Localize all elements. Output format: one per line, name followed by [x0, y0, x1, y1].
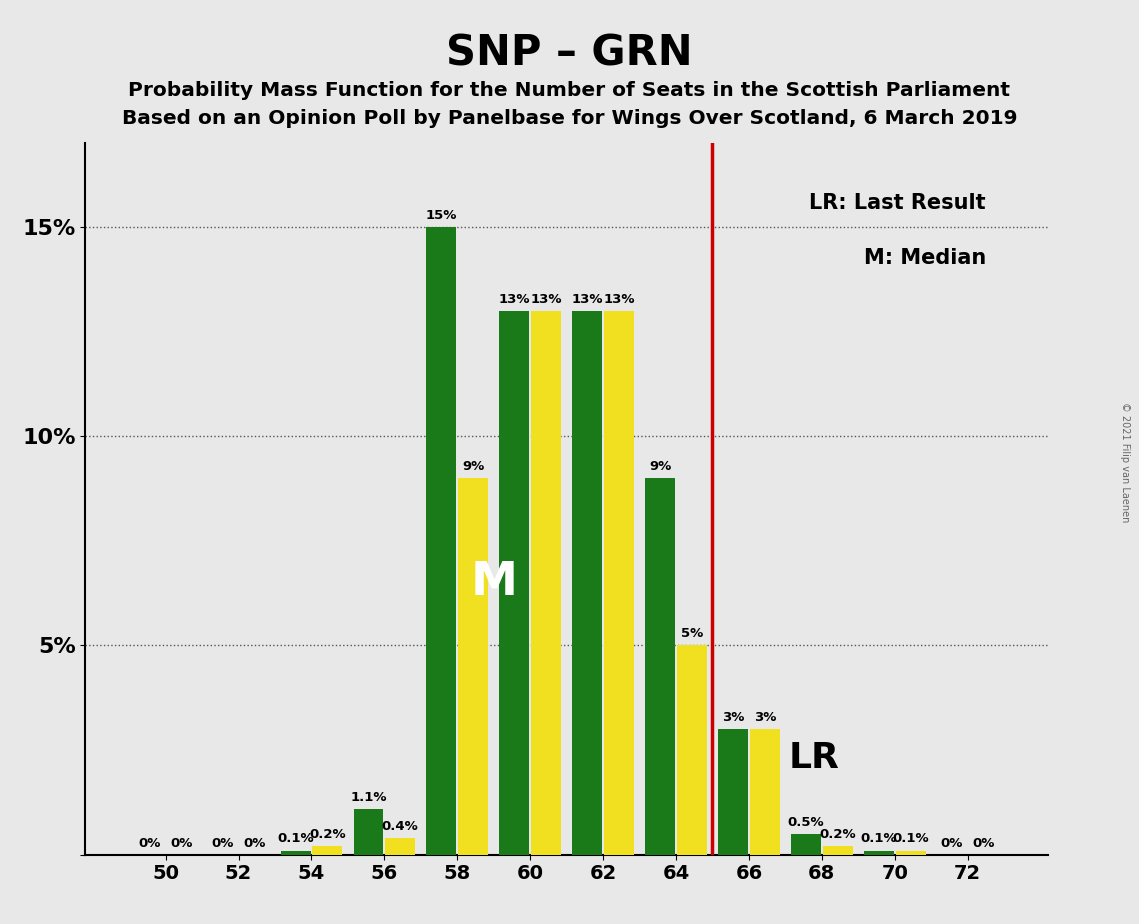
Bar	[385, 838, 416, 855]
Text: 13%: 13%	[572, 293, 603, 306]
Text: 9%: 9%	[462, 460, 484, 473]
Bar	[865, 850, 894, 855]
Bar	[572, 310, 603, 855]
Text: 1.1%: 1.1%	[351, 791, 387, 804]
Text: 0.2%: 0.2%	[309, 828, 345, 842]
Text: 0.5%: 0.5%	[788, 816, 825, 829]
Text: 0.1%: 0.1%	[861, 833, 898, 845]
Bar	[822, 846, 853, 855]
Bar	[280, 850, 311, 855]
Bar	[895, 850, 926, 855]
Bar	[792, 833, 821, 855]
Text: SNP – GRN: SNP – GRN	[446, 32, 693, 74]
Text: 0.4%: 0.4%	[382, 820, 419, 833]
Bar	[531, 310, 562, 855]
Text: 9%: 9%	[649, 460, 671, 473]
Bar	[426, 227, 457, 855]
Text: 13%: 13%	[604, 293, 634, 306]
Text: 0%: 0%	[973, 836, 994, 850]
Text: 3%: 3%	[754, 711, 776, 724]
Bar	[718, 729, 748, 855]
Bar	[645, 478, 675, 855]
Text: 13%: 13%	[531, 293, 562, 306]
Text: 13%: 13%	[499, 293, 530, 306]
Text: LR: LR	[789, 741, 839, 775]
Text: 0%: 0%	[244, 836, 265, 850]
Text: Probability Mass Function for the Number of Seats in the Scottish Parliament: Probability Mass Function for the Number…	[129, 81, 1010, 101]
Bar	[677, 646, 707, 855]
Bar	[604, 310, 634, 855]
Text: 5%: 5%	[681, 627, 703, 640]
Bar	[353, 808, 384, 855]
Text: 0%: 0%	[139, 836, 161, 850]
Bar	[312, 846, 342, 855]
Bar	[749, 729, 780, 855]
Text: 0.1%: 0.1%	[892, 833, 929, 845]
Bar	[499, 310, 530, 855]
Text: 0%: 0%	[212, 836, 233, 850]
Text: 0%: 0%	[171, 836, 192, 850]
Text: 0%: 0%	[941, 836, 962, 850]
Bar	[458, 478, 489, 855]
Text: LR: Last Result: LR: Last Result	[810, 193, 986, 213]
Text: © 2021 Filip van Laenen: © 2021 Filip van Laenen	[1121, 402, 1130, 522]
Text: Based on an Opinion Poll by Panelbase for Wings Over Scotland, 6 March 2019: Based on an Opinion Poll by Panelbase fo…	[122, 109, 1017, 128]
Text: M: M	[470, 560, 517, 605]
Text: M: Median: M: Median	[863, 248, 986, 268]
Text: 3%: 3%	[722, 711, 744, 724]
Text: 15%: 15%	[426, 209, 457, 222]
Text: 0.1%: 0.1%	[277, 833, 314, 845]
Text: 0.2%: 0.2%	[819, 828, 857, 842]
